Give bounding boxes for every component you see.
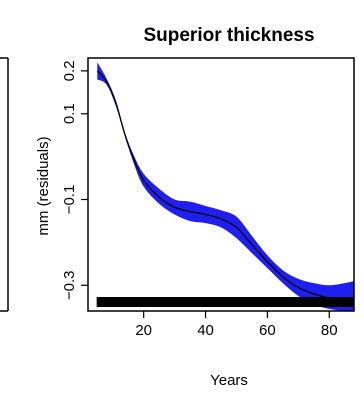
x-axis: 20 40 60 80	[135, 311, 338, 339]
x-tick-label: 40	[197, 322, 214, 339]
fit-line	[96, 70, 355, 302]
y-tick-label: 0.2	[61, 60, 78, 81]
y-tick-label: −0.1	[61, 185, 78, 215]
y-axis-label: mm (residuals)	[35, 136, 52, 235]
y-tick-label: −0.3	[61, 270, 78, 300]
chart-title: Superior thickness	[143, 25, 314, 46]
x-tick-label: 60	[259, 322, 276, 339]
plot-frame	[87, 57, 355, 312]
y-axis: 0.2 0.1 −0.1 −0.3	[61, 60, 88, 300]
plot-area	[96, 62, 355, 312]
rug	[96, 297, 354, 307]
confidence-band	[97, 62, 354, 312]
y-tick-label: 0.1	[61, 103, 78, 124]
x-tick-label: 20	[135, 322, 152, 339]
x-tick-label: 80	[321, 322, 338, 339]
x-axis-label: Years	[210, 372, 248, 389]
